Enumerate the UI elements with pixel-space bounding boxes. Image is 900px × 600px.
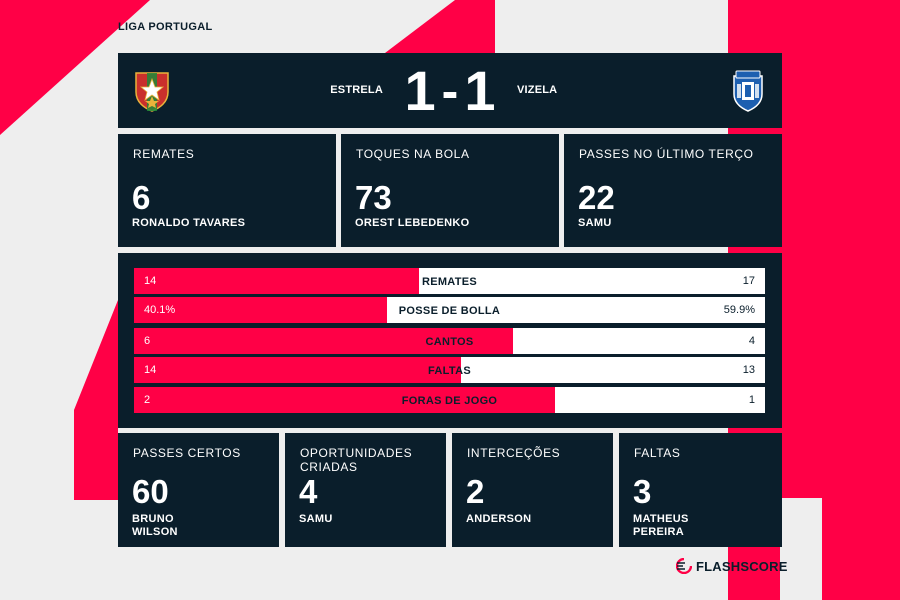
- leader-card-label-line: INTERCEÇÕES: [467, 446, 561, 460]
- stat-row-foras-de-jogo: 2 FORAS DE JOGO 1: [134, 387, 765, 413]
- match-score: 1 - 1: [370, 58, 530, 123]
- leader-card-label-line: CRIADAS: [300, 460, 358, 474]
- leader-card-player: MATHEUS PEREIRA: [633, 513, 689, 539]
- leader-card-label: INTERCEÇÕES: [467, 446, 560, 460]
- leader-card-player-line: ANDERSON: [466, 513, 532, 525]
- leader-card-label-line: OPORTUNIDADES: [300, 446, 413, 460]
- stat-name: CANTOS: [425, 336, 474, 348]
- leader-card-label-line: PASSES CERTOS: [133, 446, 241, 460]
- leader-card-intercecoes: INTERCEÇÕES 2 ANDERSON: [452, 433, 613, 547]
- stat-row-cantos: 6 CANTOS 4: [134, 328, 765, 354]
- stat-away-value: 13: [742, 364, 755, 376]
- leader-card-player: SAMU: [299, 513, 333, 526]
- leader-card-value: 2: [466, 473, 485, 510]
- leader-card-label: PASSES CERTOS: [133, 446, 241, 460]
- stat-home-value: 2: [144, 394, 151, 406]
- stat-row-remates: 14 REMATES 17: [134, 268, 765, 294]
- leader-card-label: PASSES NO ÚLTIMO TERÇO: [579, 147, 754, 161]
- stat-name: POSSE DE BOLLA: [398, 305, 501, 317]
- away-score: 1: [464, 58, 496, 122]
- league-title: LIGA PORTUGAL: [118, 21, 213, 33]
- stat-home-bar: [134, 387, 555, 413]
- leader-card-player-line: BRUNO: [132, 513, 174, 525]
- stat-home-bar: [134, 297, 388, 323]
- leader-card-passes-certos: PASSES CERTOS 60 BRUNO WILSON: [118, 433, 279, 547]
- stat-home-value: 14: [144, 275, 157, 287]
- stat-home-value: 40.1%: [144, 304, 176, 316]
- leader-card-player-line: WILSON: [132, 526, 178, 538]
- leader-card-remates: REMATES 6 RONALDO TAVARES: [118, 134, 336, 247]
- score-separator: -: [441, 62, 459, 119]
- scoreboard: ESTRELA 1 - 1 VIZELA: [118, 53, 782, 128]
- home-team-name: ESTRELA: [330, 84, 383, 96]
- leader-card-faltas: FALTAS 3 MATHEUS PEREIRA: [619, 433, 782, 547]
- leader-card-toques: TOQUES NA BOLA 73 OREST LEBEDENKO: [341, 134, 559, 247]
- leader-card-player: BRUNO WILSON: [132, 513, 178, 539]
- stat-home-bar: [134, 268, 420, 294]
- stat-away-value: 17: [742, 275, 755, 287]
- stat-name: FORAS DE JOGO: [401, 395, 498, 407]
- stat-row-faltas: 14 FALTAS 13: [134, 357, 765, 383]
- leader-card-player-line: MATHEUS: [633, 513, 689, 525]
- leader-card-value: 60: [132, 473, 169, 510]
- leader-card-player: OREST LEBEDENKO: [355, 217, 470, 229]
- flashscore-logo-icon: [676, 558, 692, 574]
- leader-card-player: SAMU: [578, 217, 612, 229]
- estrela-crest-icon: [135, 72, 169, 112]
- stat-name: REMATES: [421, 276, 478, 288]
- leader-card-player: RONALDO TAVARES: [132, 217, 246, 229]
- home-score: 1: [404, 58, 436, 122]
- stat-away-value: 59.9%: [723, 304, 755, 316]
- leader-card-player: ANDERSON: [466, 513, 531, 526]
- leader-card-label: TOQUES NA BOLA: [356, 147, 470, 161]
- stat-name: FALTAS: [428, 365, 471, 377]
- leader-card-value: 3: [633, 473, 652, 510]
- stat-away-value: 1: [748, 394, 755, 406]
- vizela-crest-icon: [733, 70, 763, 112]
- leader-card-label: FALTAS: [634, 446, 681, 460]
- leader-card-player-line: SAMU: [299, 513, 333, 525]
- leader-card-label: REMATES: [133, 147, 195, 161]
- leader-card-oportunidades: OPORTUNIDADES CRIADAS 4 SAMU: [285, 433, 446, 547]
- stat-row-posse: 40.1% POSSE DE BOLLA 59.9%: [134, 297, 765, 323]
- leader-card-label-line: FALTAS: [634, 446, 681, 460]
- leader-card-label: OPORTUNIDADES CRIADAS: [300, 446, 412, 474]
- stat-away-value: 4: [748, 335, 755, 347]
- stat-home-bar: [134, 328, 513, 354]
- stat-home-bar: [134, 357, 462, 383]
- brand-name: FLASHSCORE: [696, 558, 788, 574]
- flashscore-brand: FLASHSCORE: [676, 557, 788, 575]
- team-stats-panel: 14 REMATES 17 40.1% POSSE DE BOLLA 59.9%…: [118, 253, 782, 428]
- leader-card-value: 4: [299, 473, 318, 510]
- away-team-name: VIZELA: [517, 84, 558, 96]
- leader-card-value: 73: [355, 179, 392, 216]
- leader-card-value: 6: [132, 179, 151, 216]
- stat-home-value: 14: [144, 364, 157, 376]
- leader-card-player-line: PEREIRA: [633, 526, 684, 538]
- leader-card-passes-terco: PASSES NO ÚLTIMO TERÇO 22 SAMU: [564, 134, 782, 247]
- stat-home-value: 6: [144, 335, 151, 347]
- leader-card-value: 22: [578, 179, 615, 216]
